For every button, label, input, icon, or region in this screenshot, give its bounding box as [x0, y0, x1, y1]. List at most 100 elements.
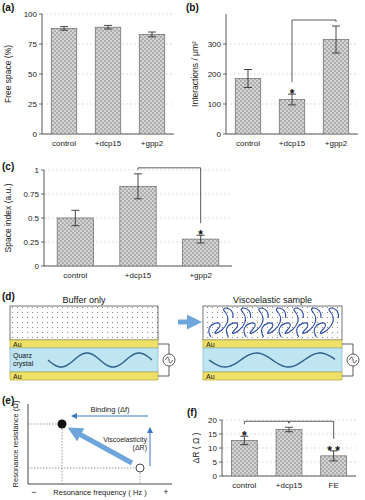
x-plus: +: [163, 487, 168, 497]
polymer-strand: [209, 308, 233, 337]
panel-title: (d): [2, 291, 15, 302]
bar: [51, 28, 77, 134]
significance-bracket: [138, 168, 201, 223]
crystal-label-line: Quarz: [13, 352, 33, 360]
ac-symbol: [166, 357, 173, 363]
tick-label: 25: [28, 100, 37, 109]
y-axis-label: ΔR ( Ω ): [191, 432, 201, 463]
significance-bracket: [289, 421, 334, 439]
error-bar: [104, 25, 112, 29]
quartz-crystal: [10, 348, 158, 372]
shift-arrow: [72, 430, 132, 463]
polymer-strand: [262, 308, 286, 337]
bar: [95, 27, 121, 134]
tick-label: 0: [33, 130, 38, 139]
significance-mark: *: [290, 87, 295, 101]
cell-label: Buffer only: [63, 295, 106, 305]
polymer-strand: [279, 308, 303, 337]
significance-mark: *: [198, 228, 203, 242]
ac-source: [347, 354, 359, 366]
polymer-strand: [244, 308, 268, 337]
axes: [28, 404, 172, 484]
x-axis-label: Resonance frequency ( Hz ): [53, 488, 147, 497]
sample-region: [10, 306, 158, 340]
y-axis: [42, 14, 43, 134]
ac-symbol: [350, 357, 357, 363]
viscoelasticity-arrow: [150, 428, 151, 466]
grid-line: [42, 14, 174, 15]
category-label: +gpp2: [189, 271, 212, 280]
category-label: FE: [329, 481, 339, 490]
y-axis: [222, 420, 223, 476]
figure: 0255075100control+dcp15+gpp2(a)Free spac…: [0, 0, 365, 500]
significance-bracket: [244, 421, 289, 424]
tick-label: 200: [208, 70, 222, 79]
polymer-strand: [297, 308, 321, 337]
chart-panel: 00.250.50.751control+dcp15+gpp2*(c)Space…: [2, 161, 232, 280]
polymer-strand: [226, 308, 250, 337]
crystal-label-line: crystal: [13, 360, 34, 368]
gold-electrode: [203, 340, 342, 348]
y-axis: [44, 170, 45, 266]
tick-label: 20: [208, 416, 217, 425]
tick-label: 5: [213, 458, 218, 467]
binding-label: Binding (Δf): [90, 405, 130, 414]
error-bar: [148, 32, 156, 37]
significance-mark: *: [242, 429, 247, 443]
category-label: +dcp15: [279, 139, 306, 148]
category-label: +dcp15: [95, 139, 122, 148]
tick-label: 0: [217, 130, 222, 139]
bars: [51, 25, 165, 134]
electrode-label: Au: [206, 373, 215, 380]
viscoelasticity-label-line: (ΔR): [133, 444, 147, 452]
category-label: control: [52, 139, 76, 148]
error-bar: [134, 174, 142, 199]
panel-title: (f): [187, 407, 197, 418]
tick-label: 300: [208, 40, 222, 49]
y-axis-label: Interactions / μm²: [190, 41, 200, 107]
bars: [57, 174, 219, 266]
viscoelasticity-label-line: Viscoelasticity: [103, 436, 147, 444]
significance-mark: * *: [327, 444, 340, 458]
category-label: +dcp15: [276, 481, 303, 490]
tick-label: 1: [35, 166, 40, 175]
qcm-diagram: (d) Buffer only Au Quarzcrystal Au Viscoelast…: [2, 291, 359, 380]
bar: [139, 34, 165, 134]
quartz-crystal: [203, 348, 342, 372]
tick-label: 0.5: [28, 214, 40, 223]
resonance-diagram: (e)Resonance resistance (Ω)Resonance fre…: [2, 395, 172, 497]
significance-bracket: [292, 20, 336, 82]
shear-wave: [48, 353, 152, 367]
electrode-label: Au: [13, 341, 22, 348]
sample-region: [203, 306, 342, 340]
category-label: control: [63, 271, 87, 280]
category-label: control: [232, 481, 256, 490]
grid-line: [222, 420, 356, 421]
ac-source: [163, 354, 175, 366]
cell-label: Viscoelastic sample: [233, 295, 312, 305]
tick-label: 100: [208, 100, 222, 109]
viscoelasticity-label: Viscoelasticity(ΔR): [103, 436, 147, 452]
error-bar: [285, 427, 293, 431]
error-bar: [244, 70, 252, 88]
error-bar: [71, 210, 79, 225]
polymer-strands: [209, 308, 339, 337]
y-axis-label: Free space (%): [3, 45, 13, 103]
error-bar: [60, 27, 68, 31]
error-bar: [332, 26, 340, 53]
chart-panel: 0100200300control+dcp15+gpp2*(b)Interact…: [186, 2, 358, 148]
crystal-label: Quarzcrystal: [13, 352, 34, 368]
panel-title: (c): [2, 161, 14, 172]
tick-label: 75: [28, 40, 37, 49]
tick-label: 100: [24, 10, 38, 19]
binding-arrow: [72, 416, 148, 417]
shear-wave: [209, 353, 335, 367]
final-state: [58, 420, 67, 429]
gold-electrode: [10, 340, 158, 348]
bar: [323, 40, 349, 135]
electrode-label: Au: [13, 373, 22, 380]
category-label: control: [236, 139, 260, 148]
tick-label: 0: [213, 472, 218, 481]
x-minus: −: [31, 487, 36, 497]
tick-label: 50: [28, 70, 37, 79]
